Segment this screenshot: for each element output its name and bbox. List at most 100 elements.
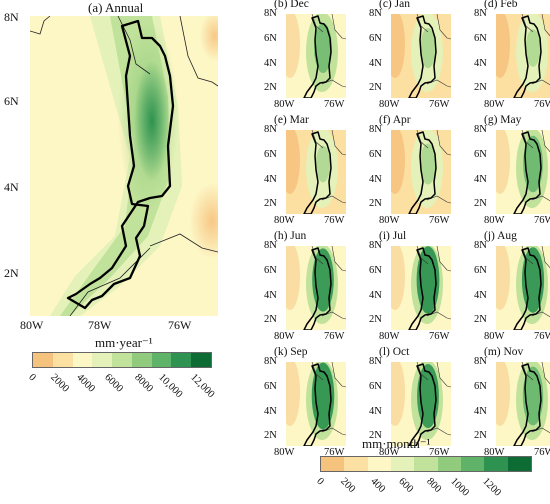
- monthly-dry-patch: [496, 362, 510, 426]
- monthly-lat-label: 2N: [474, 198, 487, 209]
- annual-colorbar-tick: 6000: [102, 372, 125, 395]
- monthly-dry-patch: [286, 362, 300, 426]
- annual-colorbar-swatch: [171, 353, 192, 367]
- annual-basin-boundary: [66, 19, 175, 310]
- monthly-lon-label: 76W: [324, 99, 345, 110]
- monthly-colorbar-swatch: [437, 457, 461, 471]
- monthly-lat-label: 2N: [369, 430, 382, 441]
- monthly-dry-patch: [286, 246, 300, 310]
- monthly-lon-label: 76W: [534, 447, 550, 458]
- annual-lat-label-8n: 8N: [4, 10, 19, 24]
- monthly-lat-label: 8N: [474, 240, 487, 251]
- annual-colorbar-tick: 8000: [132, 372, 155, 395]
- annual-colorbar-swatch: [52, 353, 73, 367]
- monthly-dry-patch: [496, 246, 510, 310]
- annual-colorbar-tick: 12,000: [188, 372, 217, 401]
- monthly-lat-label: 6N: [369, 265, 382, 276]
- monthly-lon-label: 76W: [534, 215, 550, 226]
- monthly-panel-title: (e) Mar: [274, 114, 309, 126]
- monthly-lat-label: 4N: [474, 174, 487, 185]
- annual-lat-label-4n: 4N: [4, 180, 19, 194]
- monthly-colorbar-swatch: [344, 457, 368, 471]
- monthly-lat-label: 6N: [369, 381, 382, 392]
- monthly-precipitation-map: [286, 246, 346, 330]
- annual-colorbar-tick: 10,000: [156, 372, 185, 401]
- monthly-panel-title: (k) Sep: [274, 346, 308, 358]
- monthly-lat-label: 6N: [369, 33, 382, 44]
- monthly-map-svg: [286, 362, 346, 446]
- monthly-lat-label: 8N: [474, 356, 487, 367]
- monthly-colorbar-swatch: [367, 457, 391, 471]
- monthly-lat-label: 4N: [474, 406, 487, 417]
- monthly-basin-boundary: [408, 247, 437, 330]
- monthly-colorbar-swatch: [507, 457, 531, 471]
- monthly-map-svg: [286, 130, 346, 214]
- monthly-lat-label: 6N: [474, 149, 487, 160]
- monthly-map-svg: [391, 362, 451, 446]
- annual-lon-label-76w: 76W: [168, 318, 192, 332]
- annual-colorbar-tick: 4000: [74, 372, 97, 395]
- monthly-basin-boundary: [303, 363, 332, 446]
- monthly-lat-label: 6N: [264, 381, 277, 392]
- monthly-precipitation-map: [286, 130, 346, 214]
- annual-colorbar-tick: 2000: [48, 372, 71, 395]
- monthly-lat-label: 8N: [264, 8, 277, 19]
- annual-rainbelt-core: [134, 61, 170, 181]
- monthly-lat-label: 6N: [369, 149, 382, 160]
- monthly-panel-title: (l) Oct: [379, 346, 410, 358]
- monthly-lat-label: 2N: [474, 314, 487, 325]
- monthly-rainbelt-core: [420, 143, 436, 185]
- monthly-lat-label: 4N: [369, 290, 382, 301]
- monthly-basin-boundary: [513, 15, 542, 98]
- monthly-rainbelt-core: [315, 145, 331, 183]
- monthly-basin-boundary: [303, 131, 332, 214]
- annual-colorbar-unit: mm·year⁻¹: [95, 335, 153, 350]
- monthly-lat-label: 4N: [474, 58, 487, 69]
- monthly-precipitation-map: [496, 246, 550, 330]
- monthly-lon-label: 76W: [324, 215, 345, 226]
- monthly-precipitation-map: [391, 246, 451, 330]
- monthly-lat-label: 4N: [264, 406, 277, 417]
- monthly-lat-label: 8N: [264, 356, 277, 367]
- monthly-colorbar-swatch: [484, 457, 508, 471]
- monthly-lat-label: 4N: [264, 290, 277, 301]
- monthly-lat-label: 4N: [264, 174, 277, 185]
- monthly-lat-label: 4N: [369, 174, 382, 185]
- monthly-lat-label: 8N: [369, 124, 382, 135]
- monthly-panel-title: (g) May: [484, 114, 522, 126]
- monthly-lat-label: 2N: [264, 430, 277, 441]
- monthly-lat-label: 6N: [474, 33, 487, 44]
- annual-lat-label-2n: 2N: [4, 266, 19, 280]
- monthly-lat-label: 4N: [369, 406, 382, 417]
- monthly-panel-title: (b) Dec: [274, 0, 309, 10]
- monthly-colorbar-swatch: [321, 457, 345, 471]
- monthly-lon-label: 76W: [429, 99, 450, 110]
- monthly-dry-patch: [391, 362, 405, 426]
- monthly-map-svg: [391, 130, 451, 214]
- monthly-precipitation-map: [496, 130, 550, 214]
- monthly-rainbelt-core: [420, 27, 436, 69]
- monthly-colorbar-swatch: [390, 457, 415, 471]
- monthly-lat-label: 6N: [474, 265, 487, 276]
- monthly-dry-patch: [496, 130, 510, 194]
- annual-colorbar-swatch: [72, 353, 93, 367]
- annual-colorbar-swatch: [151, 353, 172, 367]
- monthly-lat-label: 2N: [369, 82, 382, 93]
- monthly-lat-label: 4N: [264, 58, 277, 69]
- monthly-dry-patch: [391, 130, 405, 194]
- monthly-colorbar-swatch: [414, 457, 438, 471]
- annual-lat-label-6n: 6N: [4, 94, 19, 108]
- monthly-lat-label: 8N: [369, 8, 382, 19]
- annual-colorbar-swatch: [33, 353, 53, 367]
- monthly-lon-label: 80W: [274, 99, 295, 110]
- monthly-basin-boundary: [408, 363, 437, 446]
- monthly-panel-title: (d) Feb: [484, 0, 518, 10]
- monthly-lon-label: 76W: [429, 215, 450, 226]
- monthly-lon-label: 80W: [379, 447, 400, 458]
- monthly-dry-patch: [391, 14, 405, 78]
- monthly-dry-patch: [286, 130, 300, 194]
- monthly-basin-boundary: [513, 363, 542, 446]
- monthly-precipitation-map: [286, 362, 346, 446]
- monthly-lat-label: 2N: [369, 198, 382, 209]
- monthly-basin-boundary: [408, 131, 437, 214]
